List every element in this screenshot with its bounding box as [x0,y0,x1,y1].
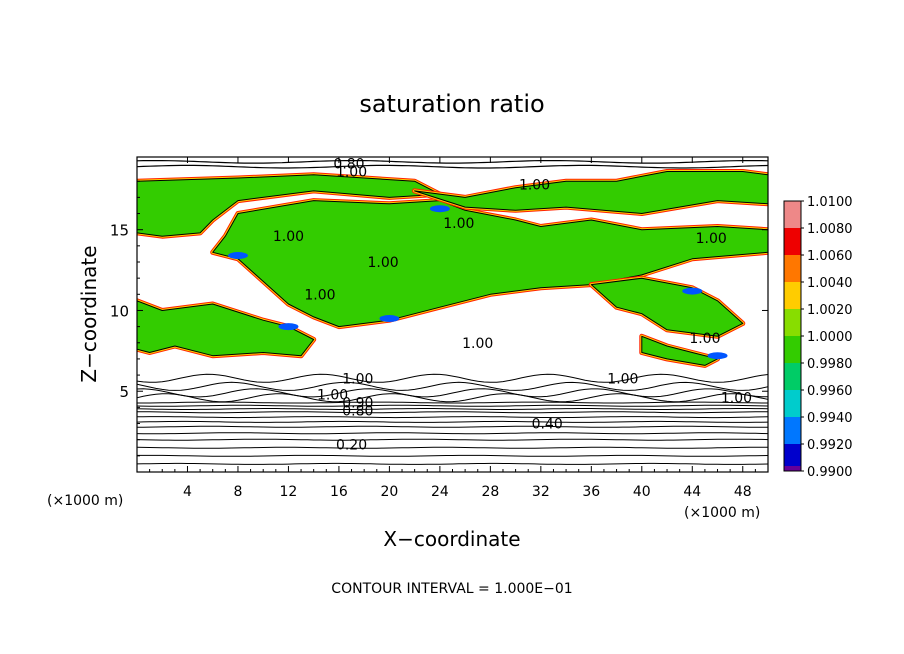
contour-line [137,425,768,428]
contour-label: 1.00 [696,231,727,247]
colorbar-swatch [784,201,801,228]
x-tick-label: 16 [330,484,348,500]
y-tick-label: 5 [119,383,129,401]
colorbar-label: 1.0100 [807,195,853,210]
contour-label: 1.00 [273,229,304,245]
chart-title: saturation ratio [359,90,544,118]
contour-line [137,432,768,435]
subsaturated-patch [429,205,450,213]
x-unit-right: (×1000 m) [684,505,760,521]
contour-label: 1.00 [304,287,335,303]
x-axis: 4 8 12 16 20 24 28 32 36 40 44 48 [149,157,756,500]
x-tick-label: 40 [633,484,651,500]
contour-label: 1.00 [342,371,373,387]
colorbar-swatch [784,363,801,390]
colorbar-label: 0.9980 [807,357,853,372]
plot-area: 0.801.001.001.001.001.001.001.001.00 1.00… [137,156,768,472]
contour-label: 1.00 [336,165,367,181]
x-tick-label: 12 [280,484,298,500]
subsaturated-patch [227,252,248,260]
x-tick-label: 4 [183,484,192,500]
supersaturated-region [414,171,768,214]
colorbar-label: 1.0000 [807,330,853,345]
contour-label: 0.80 [342,404,373,420]
contour-line [137,462,768,465]
subsaturated-patch [682,287,703,295]
contour-label: 0.80 [333,156,364,172]
contour-line [137,160,768,164]
contour-line [137,393,768,403]
contour-line [137,373,768,383]
colorbar-swatch [784,282,801,309]
y-tick-label: 15 [110,222,129,240]
colorbar-swatch [784,417,801,444]
colorbar-label: 1.0020 [807,303,853,318]
colorbar: 1.0100 1.0080 1.0060 1.0040 1.0020 1.0000 0.99… [783,195,853,480]
contour-line [137,164,768,169]
x-tick-label: 8 [233,484,242,500]
colorbar-label: 0.9900 [807,465,853,480]
contour-line [137,408,768,410]
colorbar-label: 1.0060 [807,249,853,264]
colorbar-swatch [784,390,801,417]
colorbar-label: 0.9940 [807,411,853,426]
contour-label: 1.00 [519,177,550,193]
contour-label: 1.00 [443,216,474,232]
supersaturated-region [212,200,768,328]
contour-interval-footer: CONTOUR INTERVAL = 1.000E−01 [331,581,572,597]
contour-line [137,416,768,419]
x-tick-label: 36 [582,484,600,500]
contour-line [137,404,768,407]
contour-label: 1.00 [689,331,720,347]
y-axis: 5 10 15 [110,180,768,457]
subsaturated-patch [707,352,728,360]
contour-label: 0.20 [336,438,367,454]
x-tick-label: 24 [431,484,449,500]
colorbar-label: 0.9960 [807,384,853,399]
colorbar-label: 0.9920 [807,438,853,453]
x-tick-label: 32 [532,484,550,500]
supersaturated-region [137,300,315,357]
y-axis-label: Z−coordinate [77,245,101,382]
y-tick-label: 10 [110,302,129,320]
subsaturated-patch [278,323,299,331]
colorbar-swatch [784,255,801,282]
contour-line [137,401,768,404]
contour-label: 1.00 [368,255,399,271]
contour-line [137,454,768,457]
contour-label: 0.90 [342,396,373,412]
colorbar-swatch [784,466,801,471]
contour-line [137,420,768,423]
x-axis-label: X−coordinate [383,527,520,551]
supersaturated-region [590,277,744,337]
contour-lines [137,160,768,465]
contour-label: 1.00 [607,371,638,387]
colorbar-swatch [784,228,801,255]
contour-label: 1.00 [317,387,348,403]
contour-label: 0.40 [532,417,563,433]
contour-labels: 0.801.001.001.001.001.001.001.001.00 1.00… [273,156,752,454]
colorbar-label: 1.0040 [807,276,853,291]
contour-line [137,388,768,398]
subsaturated-patch [379,315,400,323]
contour-line [137,411,768,414]
x-tick-label: 28 [481,484,499,500]
colorbar-swatch [784,309,801,336]
supersaturated-region [641,335,718,366]
contour-label: 1.00 [462,336,493,352]
colorbar-swatch [784,336,801,363]
x-tick-label: 48 [734,484,752,500]
x-tick-label: 44 [683,484,701,500]
contour-line [137,381,768,391]
colorbar-label: 1.0080 [807,222,853,237]
supersaturated-regions [137,169,768,368]
colorbar-swatch [784,444,801,471]
contour-line [137,446,768,449]
x-tick-label: 20 [380,484,398,500]
contour-line [137,438,768,441]
x-unit-left: (×1000 m) [47,493,123,509]
contour-label: 1.00 [721,391,752,407]
supersaturated-region [137,174,441,237]
